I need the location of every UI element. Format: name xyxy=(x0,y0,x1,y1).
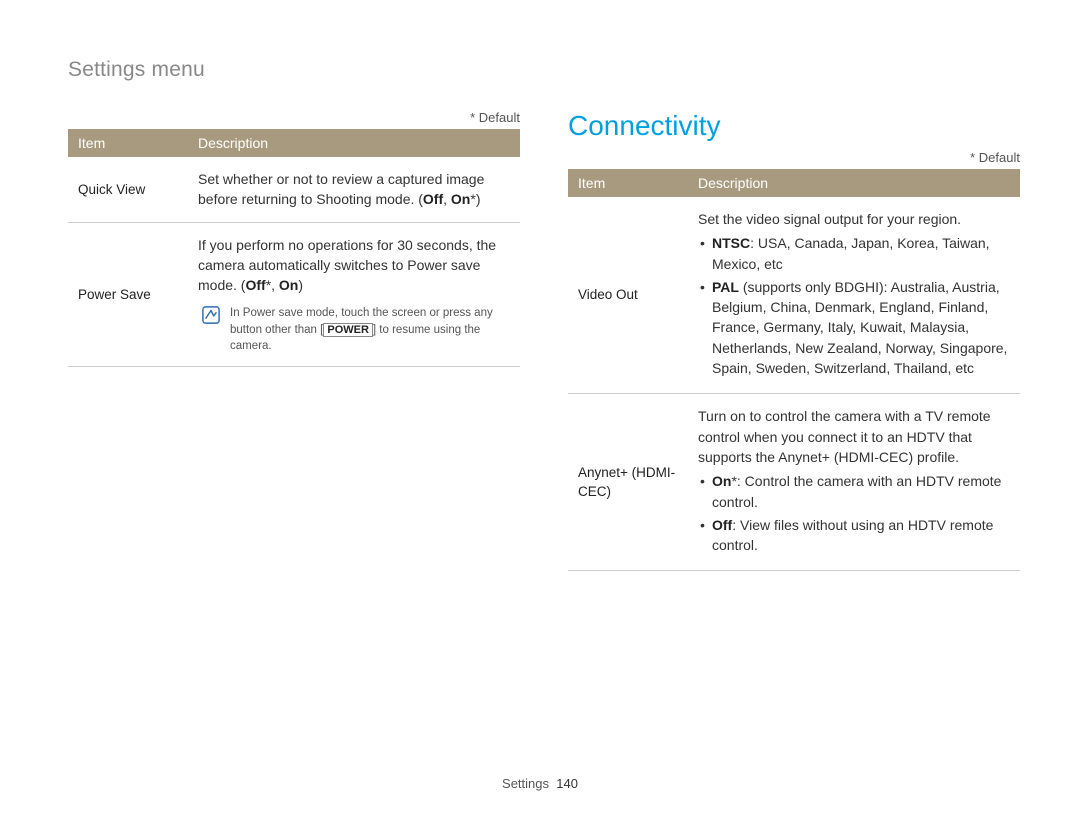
table-row: Power Save If you perform no operations … xyxy=(68,222,520,366)
item-description: Set whether or not to review a captured … xyxy=(188,157,520,222)
left-column: * Default Item Description Quick View Se… xyxy=(68,110,520,571)
default-note-right: * Default xyxy=(568,150,1020,165)
right-column: Connectivity * Default Item Description … xyxy=(568,110,1020,571)
table-row: Anynet+ (HDMI-CEC) Turn on to control th… xyxy=(568,394,1020,571)
bullet-item: On*: Control the camera with an HDTV rem… xyxy=(698,471,1010,512)
section-title: Connectivity xyxy=(568,110,1020,142)
note-box: In Power save mode, touch the screen or … xyxy=(198,305,510,354)
item-label: Anynet+ (HDMI-CEC) xyxy=(568,394,688,571)
col-header-description: Description xyxy=(188,129,520,157)
item-description: Set the video signal output for your reg… xyxy=(688,197,1020,394)
desc-text: Set the video signal output for your reg… xyxy=(698,211,961,227)
item-description: Turn on to control the camera with a TV … xyxy=(688,394,1020,571)
item-description: If you perform no operations for 30 seco… xyxy=(188,222,520,366)
item-label: Power Save xyxy=(68,222,188,366)
table-row: Quick View Set whether or not to review … xyxy=(68,157,520,222)
col-header-item: Item xyxy=(68,129,188,157)
bullet-list: On*: Control the camera with an HDTV rem… xyxy=(698,471,1010,555)
item-label: Quick View xyxy=(68,157,188,222)
page-footer: Settings 140 xyxy=(0,776,1080,791)
desc-text: Turn on to control the camera with a TV … xyxy=(698,408,991,465)
col-header-description: Description xyxy=(688,169,1020,197)
bullet-list: NTSC: USA, Canada, Japan, Korea, Taiwan,… xyxy=(698,233,1010,378)
note-text: In Power save mode, touch the screen or … xyxy=(230,305,510,354)
desc-text: If you perform no operations for 30 seco… xyxy=(198,237,496,294)
col-header-item: Item xyxy=(568,169,688,197)
left-table: Item Description Quick View Set whether … xyxy=(68,129,520,367)
breadcrumb: Settings menu xyxy=(68,58,1020,82)
bullet-item: NTSC: USA, Canada, Japan, Korea, Taiwan,… xyxy=(698,233,1010,274)
bullet-item: PAL (supports only BDGHI): Australia, Au… xyxy=(698,277,1010,378)
footer-section: Settings xyxy=(502,776,549,791)
bullet-item: Off: View files without using an HDTV re… xyxy=(698,515,1010,556)
table-row: Video Out Set the video signal output fo… xyxy=(568,197,1020,394)
item-label: Video Out xyxy=(568,197,688,394)
note-icon xyxy=(202,306,220,324)
footer-page-number: 140 xyxy=(556,776,578,791)
right-table: Item Description Video Out Set the video… xyxy=(568,169,1020,571)
default-note-left: * Default xyxy=(68,110,520,125)
